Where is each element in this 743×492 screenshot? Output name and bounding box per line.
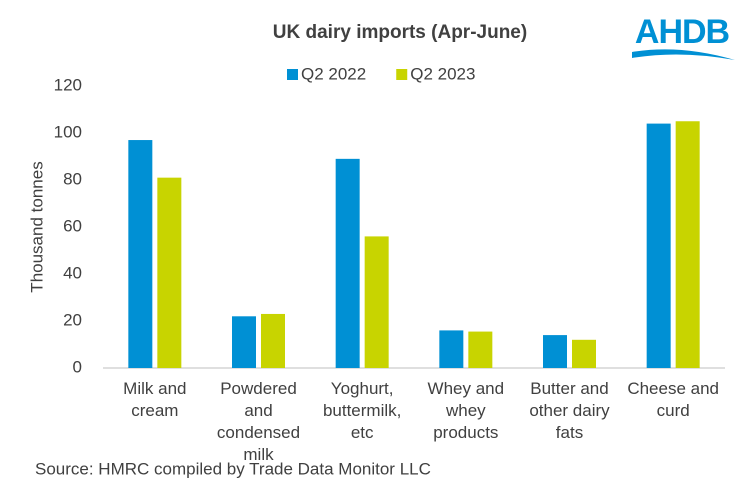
x-tick-label-line: milk: [243, 445, 274, 464]
x-tick-label-line: Butter and: [530, 379, 608, 398]
y-axis-label: Thousand tonnes: [27, 161, 46, 292]
y-tick-label: 0: [73, 357, 82, 376]
bar: [439, 330, 464, 368]
x-tick-label: Powdered and condensed milk: [217, 379, 300, 464]
x-tick-label-line: buttermilk,: [323, 401, 401, 420]
y-tick-label: 120: [54, 75, 82, 94]
x-tick-label-line: Whey and: [428, 379, 505, 398]
legend-label: Q2 2022: [301, 64, 366, 83]
x-tick-label-line: whey: [445, 401, 486, 420]
x-tick-label: Yoghurt, buttermilk, etc: [323, 379, 401, 442]
y-tick-label: 100: [54, 122, 82, 141]
logo-swoosh: [632, 49, 735, 60]
bar: [128, 140, 153, 368]
x-tick-label: Cheese and curd: [627, 379, 719, 420]
x-tick-label-line: Milk and: [123, 379, 186, 398]
bar: [157, 177, 182, 368]
chart-title: UK dairy imports (Apr-June): [273, 22, 527, 43]
y-tick-label: 60: [63, 216, 82, 235]
bar: [543, 335, 567, 368]
y-tick-label: 20: [63, 310, 82, 329]
bar: [675, 121, 700, 368]
x-tick-label: Whey and whey products: [428, 379, 505, 442]
y-tick-label: 40: [63, 263, 82, 282]
bar: [572, 339, 596, 368]
legend-swatch: [396, 69, 408, 80]
legend-swatch: [287, 69, 298, 80]
bar: [261, 313, 285, 368]
legend-label: Q2 2023: [410, 64, 475, 83]
bar: [646, 123, 671, 368]
x-tick-label-line: Cheese and: [627, 379, 719, 398]
x-tick-label: Butter and other dairy fats: [529, 379, 610, 442]
x-tick-label-line: Powdered: [220, 379, 297, 398]
x-tick-label-line: products: [433, 423, 498, 442]
bar: [335, 158, 360, 368]
bar: [364, 236, 389, 368]
x-tick-label-line: and: [244, 401, 272, 420]
bar: [468, 331, 493, 368]
x-tick-label-line: curd: [657, 401, 690, 420]
x-tick-label-line: cream: [131, 401, 178, 420]
x-tick-label-line: other dairy: [529, 401, 610, 420]
y-tick-label: 80: [63, 169, 82, 188]
x-tick-label-line: etc: [351, 423, 374, 442]
x-tick-label-line: condensed: [217, 423, 300, 442]
logo: AHDB: [635, 13, 730, 51]
source-note: Source: HMRC compiled by Trade Data Moni…: [35, 459, 431, 478]
x-tick-label-line: Yoghurt,: [331, 379, 394, 398]
x-tick-label: Milk and cream: [123, 379, 186, 420]
x-tick-label-line: fats: [556, 423, 583, 442]
bar: [232, 316, 256, 368]
